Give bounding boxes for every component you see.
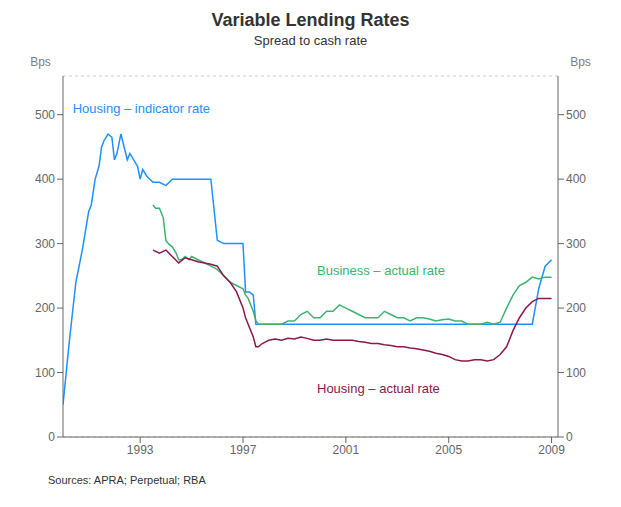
svg-text:300: 300	[566, 237, 586, 251]
svg-text:2009: 2009	[538, 443, 565, 457]
html-text:Sources: APRA; Perpetual; RBA: Sources: APRA; Perpetual; RBA	[48, 474, 206, 486]
svg-text:0: 0	[566, 430, 573, 444]
svg-text:200: 200	[566, 301, 586, 315]
svg-text:Bps: Bps	[30, 55, 51, 69]
svg-text:400: 400	[35, 172, 55, 186]
svg-text:300: 300	[35, 237, 55, 251]
svg-text:Business – actual rate: Business – actual rate	[317, 263, 445, 278]
svg-text:2005: 2005	[435, 443, 462, 457]
svg-text:500: 500	[35, 108, 55, 122]
svg-text:0: 0	[48, 430, 55, 444]
html-text:Variable Lending Rates: Variable Lending Rates	[211, 10, 410, 30]
svg-text:1997: 1997	[230, 443, 257, 457]
svg-text:1993: 1993	[127, 443, 154, 457]
svg-text:Housing – actual rate: Housing – actual rate	[317, 381, 440, 396]
svg-text:400: 400	[566, 172, 586, 186]
svg-text:200: 200	[35, 301, 55, 315]
svg-text:2001: 2001	[333, 443, 360, 457]
svg-text:100: 100	[35, 366, 55, 380]
svg-text:Housing – indicator rate: Housing – indicator rate	[73, 101, 210, 116]
svg-text:100: 100	[566, 366, 586, 380]
svg-text:Bps: Bps	[570, 55, 591, 69]
html-text:Spread to cash rate: Spread to cash rate	[253, 33, 368, 48]
svg-text:500: 500	[566, 108, 586, 122]
